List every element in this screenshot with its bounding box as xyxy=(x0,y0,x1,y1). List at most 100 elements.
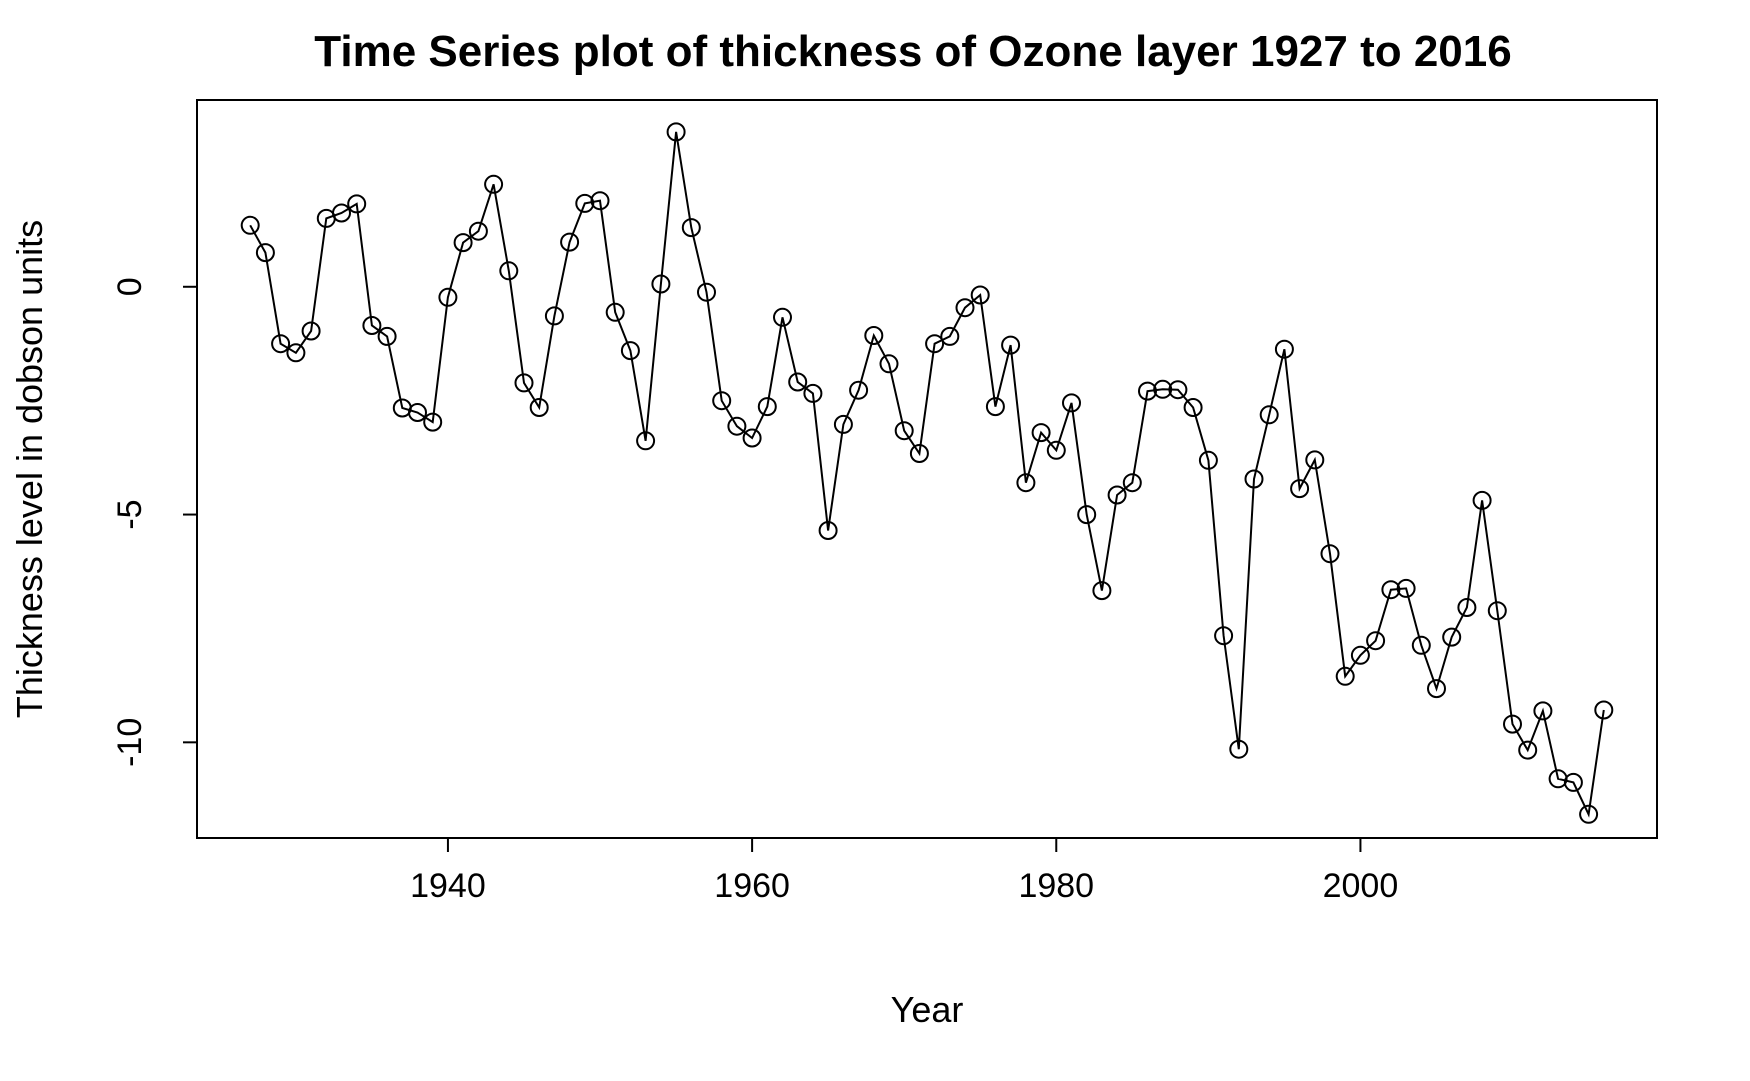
data-point xyxy=(1138,381,1157,401)
data-point xyxy=(1198,450,1218,470)
data-point xyxy=(864,326,884,345)
data-point xyxy=(1350,645,1370,665)
data-point xyxy=(301,321,321,341)
data-point xyxy=(757,397,777,417)
chart-title: Time Series plot of thickness of Ozone l… xyxy=(314,27,1511,76)
data-point xyxy=(712,391,732,411)
data-point xyxy=(681,218,701,238)
data-point xyxy=(788,372,808,392)
x-axis-label: Year xyxy=(891,989,964,1030)
data-point xyxy=(1320,544,1340,564)
data-point xyxy=(1563,772,1583,792)
data-point xyxy=(453,233,473,253)
data-point xyxy=(925,334,945,354)
data-point xyxy=(1457,598,1477,617)
data-point xyxy=(651,274,671,294)
plot-area-frame xyxy=(196,99,1658,839)
data-point xyxy=(1518,740,1538,760)
data-point xyxy=(332,203,351,223)
data-point xyxy=(985,397,1005,417)
data-point xyxy=(1381,580,1401,600)
data-point xyxy=(909,444,929,463)
data-point xyxy=(894,421,914,441)
data-point xyxy=(1214,626,1234,646)
data-point xyxy=(849,380,869,400)
data-point xyxy=(1427,679,1446,699)
data-point xyxy=(1122,473,1142,493)
data-point xyxy=(514,373,534,393)
data-point xyxy=(1259,405,1279,425)
data-point xyxy=(605,302,625,322)
data-point xyxy=(1594,700,1614,720)
data-point xyxy=(1274,339,1294,359)
data-point xyxy=(1107,485,1127,505)
data-point xyxy=(438,287,458,307)
data-point xyxy=(423,412,443,432)
y-tick-label: -5 xyxy=(111,499,149,529)
data-point xyxy=(560,232,580,252)
data-point xyxy=(255,243,275,263)
data-point xyxy=(1396,578,1416,598)
data-point xyxy=(1579,804,1599,824)
data-point xyxy=(1533,701,1553,721)
data-point xyxy=(1168,380,1188,400)
data-point xyxy=(970,285,990,305)
data-point xyxy=(484,174,504,194)
data-point xyxy=(1290,479,1310,499)
data-point xyxy=(362,316,382,335)
data-point xyxy=(408,403,427,422)
data-point xyxy=(1046,440,1066,460)
series-line-ozone-thickness xyxy=(249,131,1605,818)
data-point xyxy=(240,215,260,235)
data-point xyxy=(1335,666,1355,686)
data-point xyxy=(803,383,823,403)
data-point xyxy=(773,307,792,327)
data-point xyxy=(955,298,975,318)
data-point xyxy=(286,343,306,363)
data-point xyxy=(590,191,610,211)
x-axis: 1940 1960 1980 2000 xyxy=(410,838,1398,905)
data-point xyxy=(468,221,488,241)
data-point xyxy=(1077,505,1097,525)
data-point xyxy=(271,334,291,354)
data-point xyxy=(1229,739,1249,759)
data-point xyxy=(499,261,519,281)
data-point xyxy=(544,306,564,326)
data-point xyxy=(1305,450,1325,470)
data-point xyxy=(742,428,762,448)
data-point xyxy=(1031,423,1051,443)
y-axis-label: Thickness level in dobson units xyxy=(9,220,50,718)
data-point xyxy=(1366,631,1386,651)
data-point xyxy=(377,326,397,346)
data-point xyxy=(575,193,595,213)
data-point xyxy=(1244,469,1264,489)
data-point xyxy=(1183,398,1203,417)
data-point xyxy=(1153,379,1173,399)
data-point xyxy=(666,122,686,142)
x-tick-label: 2000 xyxy=(1323,867,1399,905)
data-point xyxy=(347,194,367,214)
data-point xyxy=(1411,635,1431,655)
data-point xyxy=(620,341,640,361)
x-tick-label: 1960 xyxy=(714,867,790,905)
data-point xyxy=(1016,473,1036,493)
data-point xyxy=(1062,393,1081,413)
y-tick-label: 0 xyxy=(111,277,149,296)
data-point xyxy=(529,398,549,417)
data-point xyxy=(1001,335,1021,355)
data-points xyxy=(240,122,1614,824)
data-point xyxy=(727,416,747,436)
y-axis: 0 -5 -10 xyxy=(111,277,197,767)
data-point xyxy=(1503,714,1522,734)
data-point xyxy=(636,431,656,451)
x-tick-label: 1940 xyxy=(410,867,486,905)
data-point xyxy=(940,326,960,346)
data-point xyxy=(833,414,853,434)
x-tick-label: 1980 xyxy=(1018,867,1094,905)
data-point xyxy=(879,354,899,374)
data-point xyxy=(1092,581,1112,601)
data-point xyxy=(1442,627,1462,647)
y-tick-label: -10 xyxy=(111,718,149,767)
data-point xyxy=(818,521,838,540)
